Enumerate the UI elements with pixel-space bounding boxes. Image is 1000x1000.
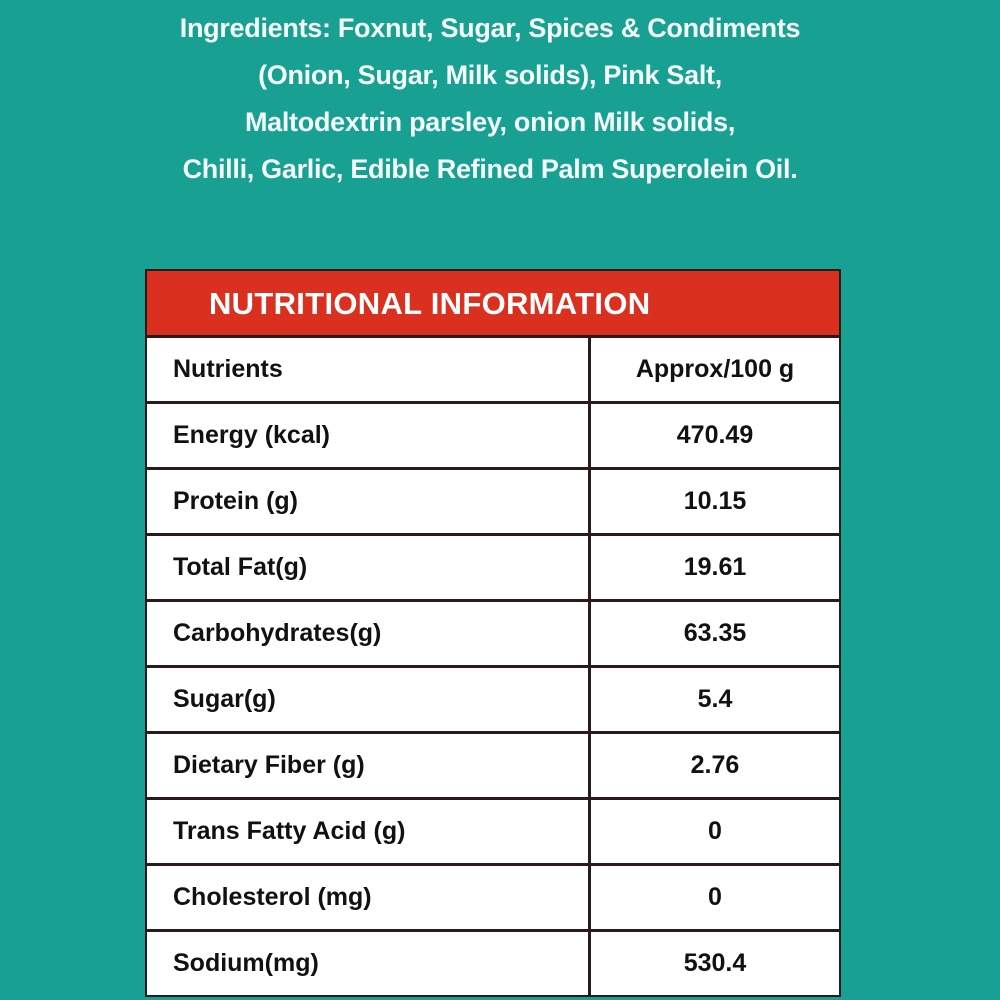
nutrition-table-title: NUTRITIONAL INFORMATION: [147, 271, 839, 338]
nutrient-name: Sodium(mg): [147, 932, 591, 995]
nutrient-name: Sugar(g): [147, 668, 591, 731]
nutrient-value: 470.49: [676, 421, 754, 449]
table-row: Carbohydrates(g) 63.35: [147, 602, 839, 668]
ingredients-line: (Onion, Sugar, Milk solids), Pink Salt,: [258, 60, 722, 90]
table-row: Sugar(g) 5.4: [147, 668, 839, 734]
nutrition-table: NUTRITIONAL INFORMATION Nutrients Approx…: [145, 269, 841, 997]
ingredients-line: Chilli, Garlic, Edible Refined Palm Supe…: [182, 154, 798, 184]
table-row: Dietary Fiber (g) 2.76: [147, 734, 839, 800]
nutrient-value: 63.35: [683, 619, 747, 647]
table-header-row: Nutrients Approx/100 g: [147, 338, 839, 404]
table-row: Total Fat(g) 19.61: [147, 536, 839, 602]
nutrient-value: 0: [708, 817, 722, 845]
nutrient-value: 10.15: [683, 487, 747, 515]
table-row: Cholesterol (mg) 0: [147, 866, 839, 932]
nutrient-name: Carbohydrates(g): [147, 602, 591, 665]
ingredients-line: Ingredients: Foxnut, Sugar, Spices & Con…: [179, 13, 801, 43]
table-row: Trans Fatty Acid (g) 0: [147, 800, 839, 866]
nutrient-name: Cholesterol (mg): [147, 866, 591, 929]
table-row: Protein (g) 10.15: [147, 470, 839, 536]
nutrient-name: Protein (g): [147, 470, 591, 533]
nutrient-name: Total Fat(g): [147, 536, 591, 599]
ingredients-line: Maltodextrin parsley, onion Milk solids,: [244, 107, 736, 137]
nutrient-value: 2.76: [690, 751, 740, 779]
header-nutrients: Nutrients: [147, 338, 591, 401]
table-row: Sodium(mg) 530.4: [147, 932, 839, 995]
nutrient-name: Dietary Fiber (g): [147, 734, 591, 797]
ingredients-text: Ingredients: Foxnut, Sugar, Spices & Con…: [0, 5, 980, 193]
nutrient-value: 530.4: [683, 949, 747, 977]
table-row: Energy (kcal) 470.49: [147, 404, 839, 470]
nutrient-name: Energy (kcal): [147, 404, 591, 467]
nutrient-name: Trans Fatty Acid (g): [147, 800, 591, 863]
nutrient-value: 0: [708, 883, 722, 911]
nutrient-value: 5.4: [697, 685, 733, 713]
header-amount: Approx/100 g: [635, 355, 795, 383]
nutrient-value: 19.61: [683, 553, 747, 581]
